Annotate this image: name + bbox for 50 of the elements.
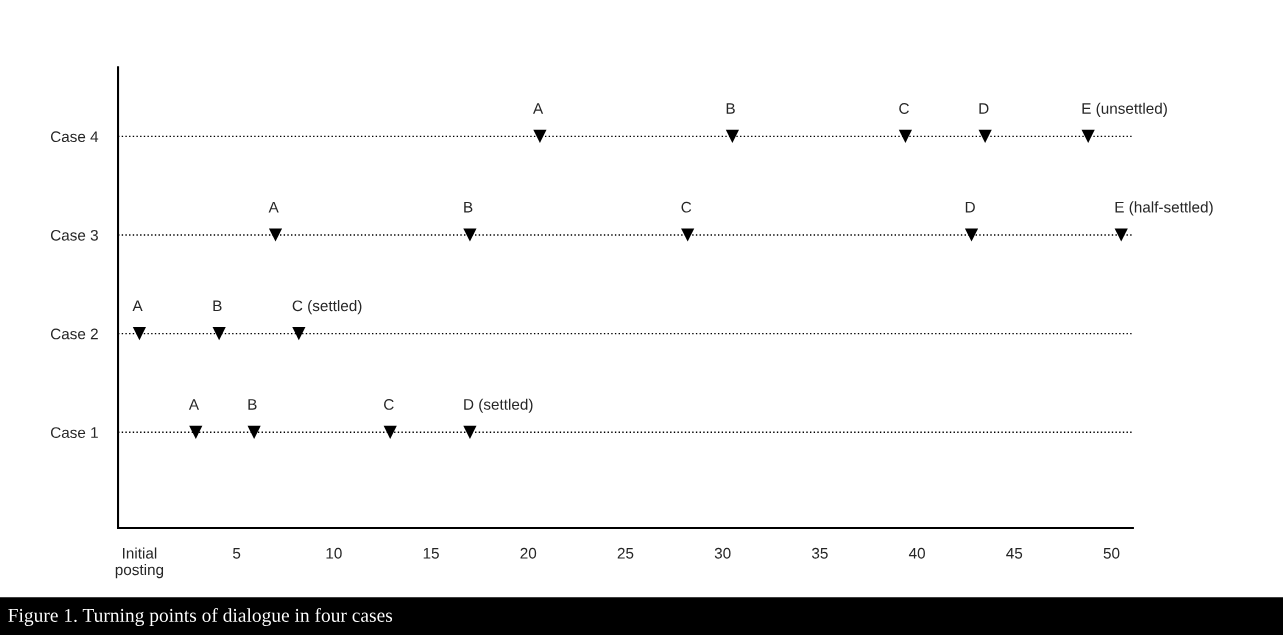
point xyxy=(247,425,261,439)
x-tick-label: 30 xyxy=(714,547,731,559)
data-label: E (unsettled) xyxy=(1082,102,1167,117)
point xyxy=(978,129,992,143)
x-tick-label: 25 xyxy=(617,547,634,559)
data-label: B xyxy=(726,103,735,114)
x-tick-label: 40 xyxy=(908,547,925,559)
data-label: A xyxy=(268,201,279,213)
point xyxy=(268,228,283,242)
point xyxy=(189,425,203,439)
x-tick-label: 50 xyxy=(1103,547,1120,559)
x-tick-label: Initial posting xyxy=(115,547,164,579)
data-label: A xyxy=(533,103,544,114)
x-tick-label: 45 xyxy=(1006,548,1023,559)
data-label: E (half-settled) xyxy=(1115,201,1213,216)
point xyxy=(898,129,913,143)
point xyxy=(725,129,739,143)
data-label: B xyxy=(464,201,473,213)
data-label: C xyxy=(681,201,692,213)
data-label: D (settled) xyxy=(464,398,533,413)
x-tick-label: 5 xyxy=(232,548,241,559)
point xyxy=(463,228,477,242)
x-tick-label: 20 xyxy=(520,547,537,559)
point xyxy=(292,327,306,341)
data-label: D xyxy=(965,201,975,213)
caption: Figure 1. Turning points of dialogue in four cases xyxy=(8,608,393,626)
y-tick-label: Case 3 xyxy=(50,229,98,241)
point xyxy=(132,327,147,341)
data-label: C xyxy=(899,103,909,114)
data-label: C xyxy=(384,399,394,410)
data-label: C (settled) xyxy=(292,299,362,315)
x-tick-label: 10 xyxy=(326,547,342,559)
point xyxy=(1114,228,1128,242)
point xyxy=(212,327,226,341)
data-label: A xyxy=(132,300,143,312)
data-label: B xyxy=(248,399,257,410)
y-tick-label: Case 1 xyxy=(50,427,98,438)
data-label: D xyxy=(979,103,989,114)
x-tick-label: 15 xyxy=(423,548,439,559)
y-tick-label: Case 2 xyxy=(50,328,98,340)
point xyxy=(463,425,477,439)
data-label: B xyxy=(213,300,222,312)
data-label: A xyxy=(188,399,200,410)
point xyxy=(383,425,397,439)
point xyxy=(964,228,979,242)
point xyxy=(1081,129,1095,143)
y-tick-label: Case 4 xyxy=(50,131,99,143)
x-tick-label: 35 xyxy=(811,547,828,559)
point xyxy=(533,129,547,143)
point xyxy=(681,228,695,242)
